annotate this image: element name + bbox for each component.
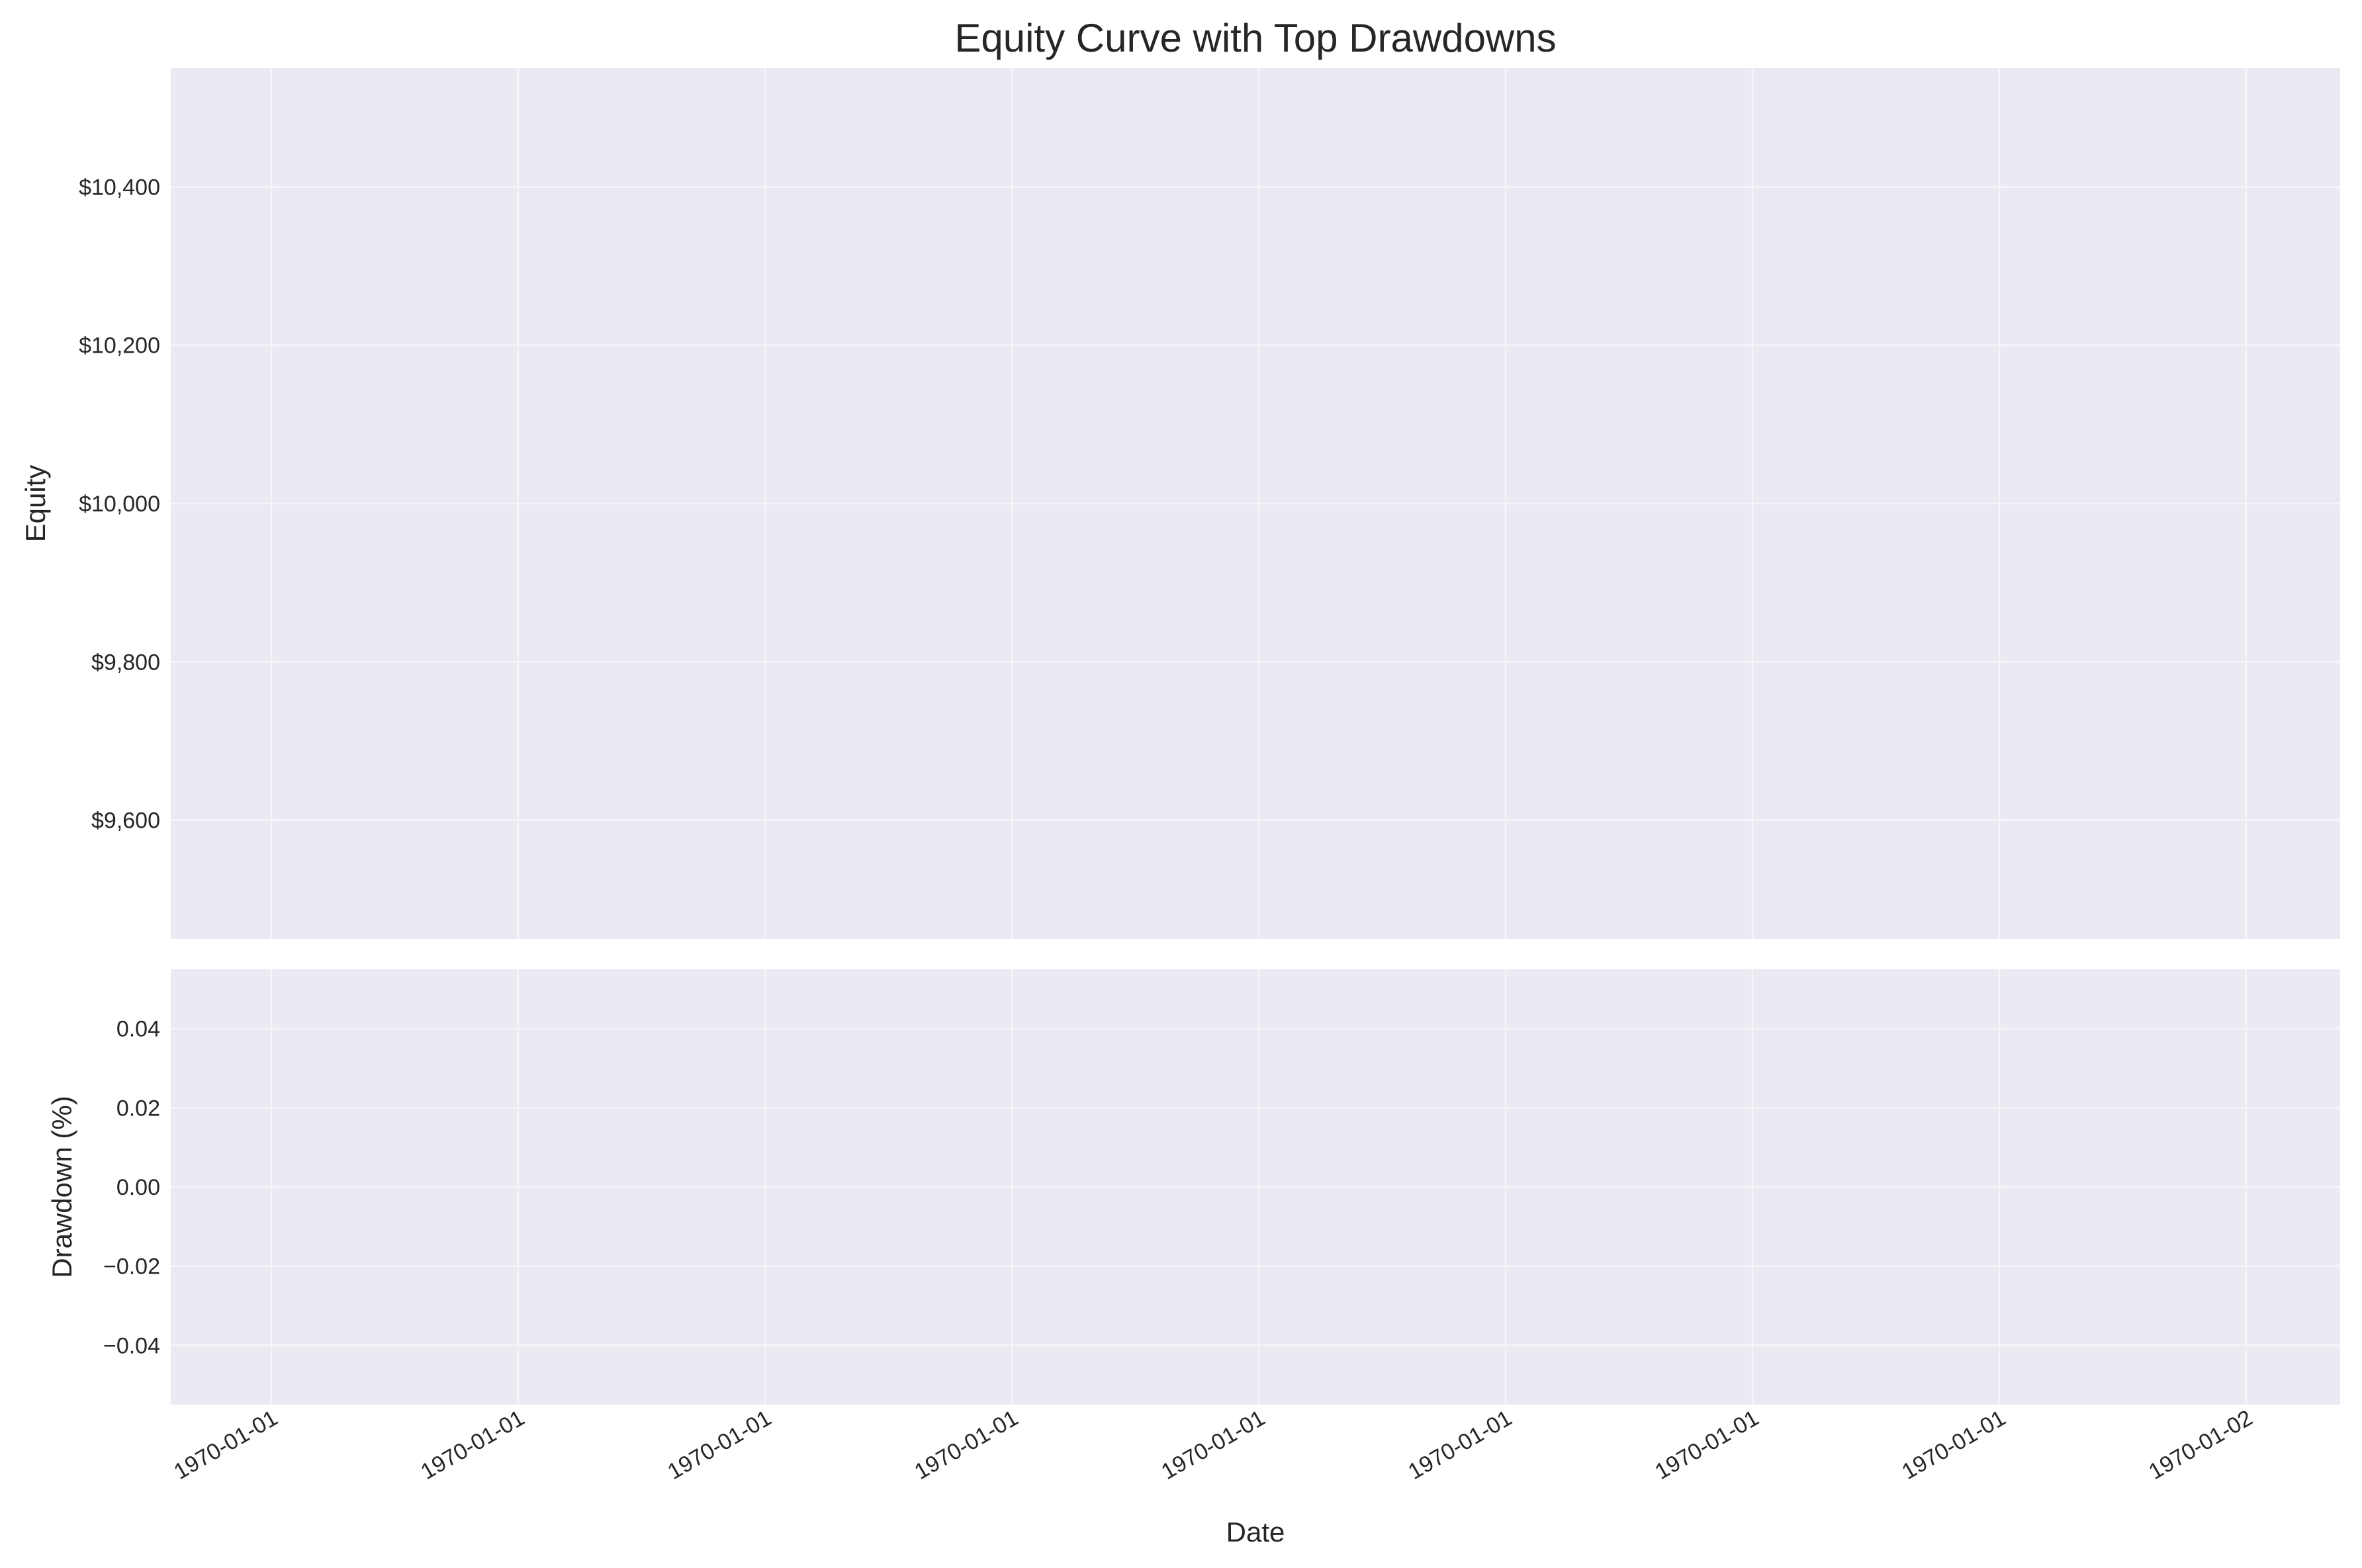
equity-y-tick-labels: $9,600 $9,800 $10,000 $10,200 $10,400 (79, 175, 160, 833)
drawdown-y-tick-label: 0.00 (116, 1175, 160, 1200)
date-x-tick-label: 1970-01-02 (2144, 1405, 2257, 1485)
equity-y-tick-label: $9,600 (91, 808, 160, 834)
drawdown-panel: −0.04−0.020.000.020.04 1970-01-01 1970-01… (46, 969, 2340, 1547)
drawdown-y-tick-labels: −0.04 −0.02 0.00 0.02 0.04 (103, 1017, 160, 1359)
drawdown-y-tick-label: 0.04 (116, 1017, 160, 1042)
equity-horizontal-grid (171, 186, 2340, 821)
chart-title: Equity Curve with Top Drawdowns (954, 16, 1556, 60)
date-x-tick-label: 1970-01-01 (1157, 1405, 1269, 1485)
date-x-tick-labels: 1970-01-01 1970-01-01 1970-01-01 1970-01-01… (169, 1405, 2257, 1485)
date-x-tick-label: 1970-01-01 (663, 1405, 776, 1485)
equity-y-axis-label: Equity (20, 465, 51, 543)
date-x-tick-label: 1970-01-01 (1897, 1405, 2010, 1485)
date-x-axis-label: Date (1226, 1516, 1285, 1547)
drawdown-y-tick-label: 0.02 (116, 1096, 160, 1121)
equity-panel: $9,600 $9,800 $10,000 $10,200 $10,400 Equity (20, 68, 2340, 939)
drawdown-y-axis-label: Drawdown (%) (46, 1096, 77, 1278)
date-x-tick-label: 1970-01-01 (1651, 1405, 1763, 1485)
date-x-tick-label: 1970-01-01 (169, 1405, 282, 1485)
date-x-tick-label: 1970-01-01 (910, 1405, 1022, 1485)
drawdown-horizontal-grid (171, 1027, 2340, 1346)
drawdown-y-tick-label: −0.04 (103, 1333, 160, 1358)
equity-y-tick-label: $10,000 (79, 492, 160, 517)
equity-y-tick-label: $9,800 (91, 650, 160, 675)
equity-y-tick-label: $10,200 (79, 333, 160, 359)
date-x-tick-label: 1970-01-01 (1404, 1405, 1516, 1485)
date-x-tick-label: 1970-01-01 (416, 1405, 529, 1485)
equity-y-tick-label: $10,400 (79, 175, 160, 200)
drawdown-y-tick-label: −0.02 (103, 1254, 160, 1280)
